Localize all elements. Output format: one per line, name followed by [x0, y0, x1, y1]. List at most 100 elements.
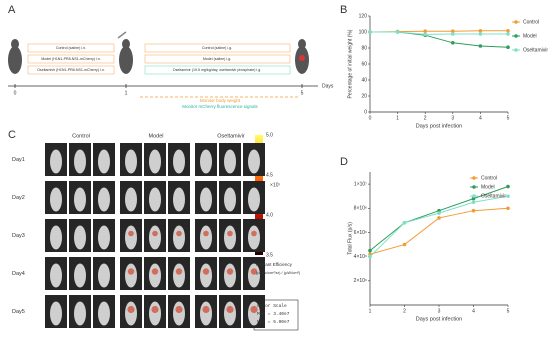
label: Oseltamivir (H1N1-PR8-NS1-mCherry) i.n.	[37, 68, 105, 72]
point	[506, 29, 510, 33]
mouse-body	[125, 263, 137, 288]
label: Control (saline) i.n.	[56, 46, 86, 50]
point	[506, 45, 510, 49]
mouse-body	[74, 301, 86, 326]
signal	[250, 268, 258, 275]
mouse-body	[224, 225, 236, 250]
mouse-body	[125, 187, 137, 212]
box	[27, 43, 115, 53]
label: 4.0	[266, 212, 273, 218]
mouse-body	[224, 301, 236, 326]
label: Day1	[12, 157, 25, 163]
series-line	[369, 207, 509, 255]
signal	[176, 230, 182, 237]
label: Monitor body weight	[200, 98, 241, 103]
label: 3	[438, 308, 441, 314]
mouse-body	[200, 149, 212, 174]
label: Day4	[12, 271, 25, 277]
mouse-body	[50, 301, 62, 326]
mouse-body	[248, 187, 260, 212]
label: Day3	[12, 233, 25, 239]
label: Oseltamivir	[481, 193, 506, 199]
point	[451, 41, 455, 45]
point	[423, 32, 428, 37]
signal	[151, 268, 159, 275]
box	[27, 54, 115, 64]
label: (p/sec/cm²/sr) / (µW/cm²)	[256, 270, 301, 275]
label: 8×10⁶	[354, 206, 367, 212]
signal	[202, 268, 210, 275]
mouse-body	[74, 225, 86, 250]
label: Days post infection	[416, 123, 462, 129]
label: ×10⁷	[270, 182, 280, 188]
label: 60	[361, 61, 367, 67]
point	[368, 254, 372, 259]
label: Model (H1N1-PR8-NS1-mCherry) i.n.	[41, 57, 101, 61]
mouse-body	[98, 149, 110, 174]
panel-label: A	[8, 4, 16, 16]
point	[423, 29, 428, 33]
signal	[250, 305, 258, 314]
mouse-body	[200, 187, 212, 212]
label: Min = 3.40e7	[257, 311, 290, 317]
point	[368, 30, 372, 34]
label: 1	[369, 308, 372, 314]
label: 0	[14, 90, 17, 96]
mouse-body	[125, 149, 137, 174]
label: 3	[451, 115, 454, 121]
label: 20	[361, 93, 367, 99]
label: Control	[523, 19, 539, 25]
mouse-body	[248, 225, 260, 250]
syringe	[117, 31, 127, 39]
label: Control	[72, 133, 90, 139]
point	[402, 242, 407, 247]
signal	[127, 268, 135, 275]
mouse-body	[173, 149, 185, 174]
label: 2	[424, 115, 427, 121]
point	[506, 194, 510, 198]
legend-marker	[514, 34, 518, 38]
mouse-body	[224, 187, 236, 212]
label: 5.0	[266, 132, 273, 138]
label: 4.5	[266, 172, 273, 178]
label: 2×10⁶	[354, 278, 367, 284]
label: 6×10⁶	[354, 230, 367, 236]
point	[437, 211, 441, 215]
mouse-body	[224, 263, 236, 288]
series-line	[370, 31, 508, 35]
label: 4	[472, 308, 475, 314]
label: Monitor mCherry fluorescence signals	[182, 104, 258, 109]
label: Days	[322, 83, 334, 89]
label: Day5	[12, 309, 25, 315]
label: Total Flux (p/s)	[347, 222, 353, 255]
point	[451, 29, 455, 33]
mouse-body	[149, 225, 161, 250]
box	[144, 65, 291, 75]
mouse-body	[149, 187, 161, 212]
label: 120	[359, 13, 368, 19]
label: 40	[361, 77, 367, 83]
mouse-body	[248, 149, 260, 174]
mouse-body	[50, 187, 62, 212]
mouse-body	[74, 263, 86, 288]
mouse-body	[98, 225, 110, 250]
signal	[128, 230, 134, 237]
signal	[202, 305, 210, 314]
panel-label: B	[340, 4, 347, 16]
label: Days post infection	[416, 316, 462, 322]
box	[144, 54, 291, 64]
label: 1	[396, 115, 399, 121]
signal	[152, 230, 158, 237]
label: 2	[403, 308, 406, 314]
mouse-body	[125, 301, 137, 326]
signal	[227, 230, 233, 237]
label: 1×10⁷	[354, 181, 367, 187]
signal	[226, 305, 234, 314]
label: Max = 5.00e7	[257, 319, 290, 325]
label: 0	[369, 115, 372, 121]
mouse-body	[224, 149, 236, 174]
label: Radiant Efficiency	[256, 262, 293, 267]
mouse-body	[173, 225, 185, 250]
mouse-body	[50, 149, 62, 174]
